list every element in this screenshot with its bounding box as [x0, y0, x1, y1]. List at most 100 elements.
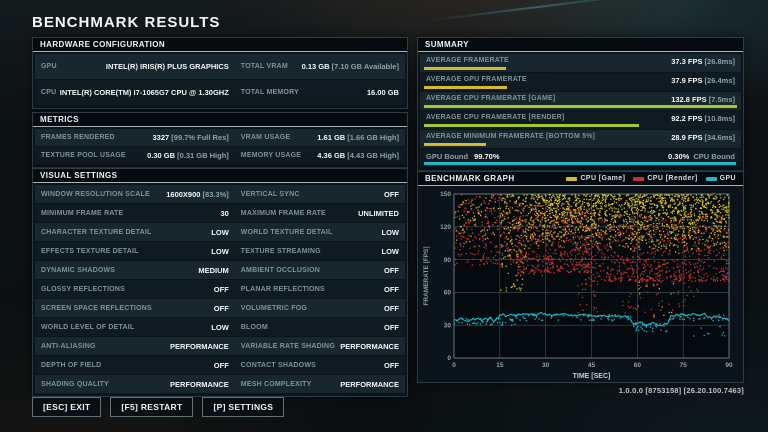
data-point	[674, 278, 676, 281]
data-point	[457, 253, 460, 255]
data-point	[575, 215, 577, 217]
data-point	[576, 203, 578, 205]
data-point	[594, 227, 597, 229]
data-point	[555, 216, 558, 218]
data-point	[661, 269, 664, 271]
data-point	[504, 237, 506, 239]
data-point	[649, 278, 651, 280]
data-point	[658, 277, 661, 280]
settings-button[interactable]: [P] SETTINGS	[202, 397, 285, 417]
data-point	[611, 260, 613, 263]
data-point	[504, 201, 506, 203]
data-point	[681, 242, 683, 244]
data-point	[681, 198, 683, 200]
data-point	[495, 222, 497, 224]
data-point	[579, 199, 581, 202]
data-point	[679, 201, 681, 203]
data-point	[578, 262, 580, 264]
exit-button[interactable]: [ESC] EXIT	[32, 397, 102, 417]
data-point	[622, 219, 625, 221]
data-point	[656, 204, 659, 206]
data-point	[499, 318, 501, 320]
data-point	[675, 227, 677, 229]
data-point	[499, 321, 501, 324]
data-point	[711, 210, 714, 212]
data-point	[522, 269, 525, 271]
data-point	[695, 224, 697, 226]
data-point	[475, 223, 477, 225]
data-point	[647, 233, 649, 235]
data-point	[618, 204, 620, 206]
setting-label: MINIMUM FRAME RATE	[41, 209, 124, 217]
data-point	[560, 226, 562, 229]
data-point	[617, 232, 619, 234]
data-point	[606, 273, 608, 275]
data-point	[527, 253, 530, 255]
data-point	[728, 201, 730, 203]
data-point	[533, 208, 535, 210]
data-point	[589, 263, 591, 266]
data-point	[721, 278, 724, 280]
data-point	[542, 207, 544, 210]
data-point	[493, 233, 496, 236]
data-point	[644, 217, 646, 219]
data-point	[612, 268, 615, 271]
data-point	[574, 250, 577, 252]
data-point	[613, 251, 616, 253]
data-point	[577, 284, 579, 287]
data-point	[637, 198, 640, 201]
data-point	[664, 250, 666, 253]
restart-button[interactable]: [F5] RESTART	[110, 397, 194, 417]
data-point	[680, 225, 682, 227]
data-point	[688, 234, 691, 237]
data-point	[498, 196, 501, 199]
data-point	[694, 228, 696, 231]
data-point	[659, 241, 661, 244]
data-point	[561, 220, 563, 222]
data-point	[537, 220, 539, 222]
data-point	[610, 254, 612, 257]
data-point	[583, 263, 585, 265]
data-point	[576, 261, 578, 264]
data-point	[655, 231, 657, 233]
data-point	[522, 240, 524, 242]
data-point	[504, 225, 507, 228]
data-point	[521, 271, 523, 274]
data-point	[485, 321, 488, 323]
data-point	[658, 243, 660, 245]
data-point	[509, 255, 511, 257]
data-point	[600, 201, 602, 204]
data-point	[598, 236, 600, 238]
data-point	[670, 293, 672, 295]
summary-value-main: 37.3 FPS	[671, 56, 703, 66]
data-point	[690, 273, 692, 275]
data-point	[535, 226, 537, 228]
data-point	[511, 239, 513, 241]
setting-cell: SCREEN SPACE REFLECTIONS OFF	[35, 299, 235, 317]
data-point	[698, 275, 700, 277]
data-point	[725, 236, 727, 238]
data-point	[688, 231, 691, 234]
data-point	[608, 203, 610, 205]
data-point	[569, 239, 571, 241]
data-point	[488, 226, 491, 228]
data-point	[589, 198, 591, 201]
data-point	[607, 273, 609, 276]
data-point	[668, 231, 671, 233]
summary-value: 37.9 FPS [26.4ms]	[671, 76, 735, 85]
data-point	[685, 271, 688, 274]
data-point	[703, 232, 705, 234]
data-point	[497, 215, 499, 217]
data-point	[690, 220, 693, 223]
data-point	[644, 266, 646, 268]
data-point	[724, 244, 726, 247]
data-point	[687, 226, 689, 228]
data-point	[636, 268, 638, 271]
data-point	[676, 226, 678, 228]
data-point	[519, 269, 521, 271]
data-point	[647, 279, 649, 281]
data-point	[470, 235, 472, 237]
data-point	[581, 212, 584, 214]
data-point	[522, 231, 525, 233]
data-point	[669, 196, 671, 199]
